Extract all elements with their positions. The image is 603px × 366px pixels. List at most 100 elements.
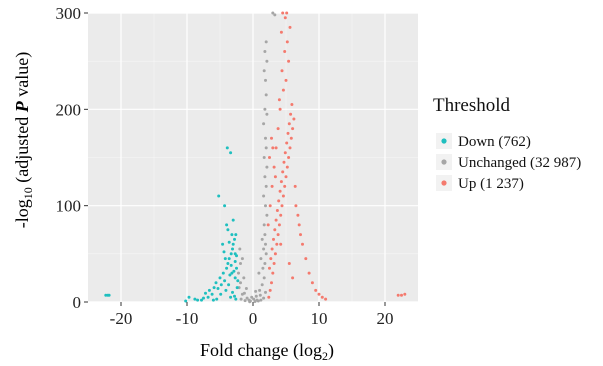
data-point <box>272 165 276 169</box>
data-point <box>230 271 234 275</box>
data-point <box>265 59 269 63</box>
data-point <box>285 40 289 44</box>
data-point <box>219 283 223 287</box>
data-point <box>285 141 289 145</box>
data-point <box>207 288 211 292</box>
data-point <box>279 30 283 34</box>
data-point <box>259 257 263 261</box>
data-point <box>268 156 271 159</box>
data-point <box>233 237 236 241</box>
data-point <box>288 146 292 150</box>
data-point <box>396 293 400 297</box>
data-point <box>291 127 295 131</box>
data-point <box>258 293 262 297</box>
data-point <box>290 103 294 106</box>
data-point <box>223 257 227 261</box>
data-point <box>233 252 237 256</box>
data-point <box>231 218 235 222</box>
data-point <box>223 279 227 283</box>
data-point <box>228 273 232 277</box>
series-up <box>266 11 407 301</box>
data-point <box>243 299 247 303</box>
data-point <box>276 127 280 131</box>
data-point <box>196 298 200 302</box>
data-point <box>244 287 248 290</box>
data-point <box>264 40 268 44</box>
data-point <box>292 117 296 121</box>
data-point <box>212 286 216 290</box>
data-point <box>307 271 311 275</box>
data-point <box>289 112 293 116</box>
x-axis-label: Fold change (log2) <box>200 340 334 361</box>
data-point <box>262 69 266 73</box>
data-point <box>263 107 267 111</box>
data-point <box>225 266 229 270</box>
data-point <box>229 295 233 299</box>
data-point <box>288 25 292 29</box>
data-point <box>264 78 267 82</box>
data-point <box>259 298 263 302</box>
legend-marker-unchanged <box>441 159 447 165</box>
data-point <box>235 286 239 290</box>
legend: Threshold Down (762) Unchanged (32 987) Up… <box>433 95 581 192</box>
data-point <box>219 292 223 296</box>
y-tick-label: 100 <box>56 197 82 216</box>
grid-lines <box>88 12 418 303</box>
x-tick-label: 20 <box>377 309 394 328</box>
data-point <box>264 93 268 97</box>
data-point <box>271 11 275 15</box>
data-point <box>264 242 267 246</box>
y-tick-label: 300 <box>56 4 82 23</box>
data-point <box>107 293 111 297</box>
legend-marker-up <box>441 180 447 186</box>
data-point <box>254 289 258 293</box>
x-tick-label: 10 <box>311 309 328 328</box>
data-point <box>262 194 266 198</box>
y-axis-label: -log10 (adjusted P value) <box>12 52 35 228</box>
data-point <box>301 242 304 246</box>
data-point <box>270 136 273 140</box>
data-point <box>271 271 275 275</box>
data-point <box>275 209 279 212</box>
data-point <box>239 297 243 301</box>
data-point <box>229 151 233 155</box>
data-point <box>263 175 267 179</box>
data-point <box>226 262 230 265</box>
data-point <box>270 281 273 285</box>
data-point <box>272 237 275 241</box>
data-point <box>245 296 249 300</box>
data-point <box>286 131 290 135</box>
data-point <box>187 295 191 299</box>
data-point <box>217 194 221 198</box>
data-point <box>277 98 281 102</box>
data-point <box>193 297 197 301</box>
data-point <box>227 240 231 244</box>
data-point <box>242 291 246 295</box>
x-axis-ticks: -20 -10 0 10 20 <box>110 302 394 328</box>
data-point <box>227 283 231 287</box>
data-point <box>275 242 279 246</box>
data-point <box>252 297 256 301</box>
data-point <box>268 288 272 292</box>
data-point <box>268 266 271 270</box>
data-point <box>274 146 278 150</box>
data-point <box>231 290 234 294</box>
data-point <box>287 122 291 126</box>
legend-entries: Down (762) Unchanged (32 987) Up (1 237) <box>436 133 581 192</box>
y-axis-ticks: 0 100 200 300 <box>56 4 88 312</box>
data-point <box>210 292 214 296</box>
data-point <box>264 290 267 294</box>
data-point <box>283 151 287 155</box>
data-point <box>262 156 266 159</box>
data-point <box>264 204 267 208</box>
data-point <box>230 233 234 237</box>
data-point <box>239 262 242 265</box>
data-point <box>273 175 277 179</box>
data-point <box>271 146 275 150</box>
data-point <box>296 213 300 217</box>
data-point <box>206 295 210 299</box>
data-point <box>284 175 288 179</box>
data-point <box>273 228 277 232</box>
x-tick-label: -10 <box>176 309 199 328</box>
